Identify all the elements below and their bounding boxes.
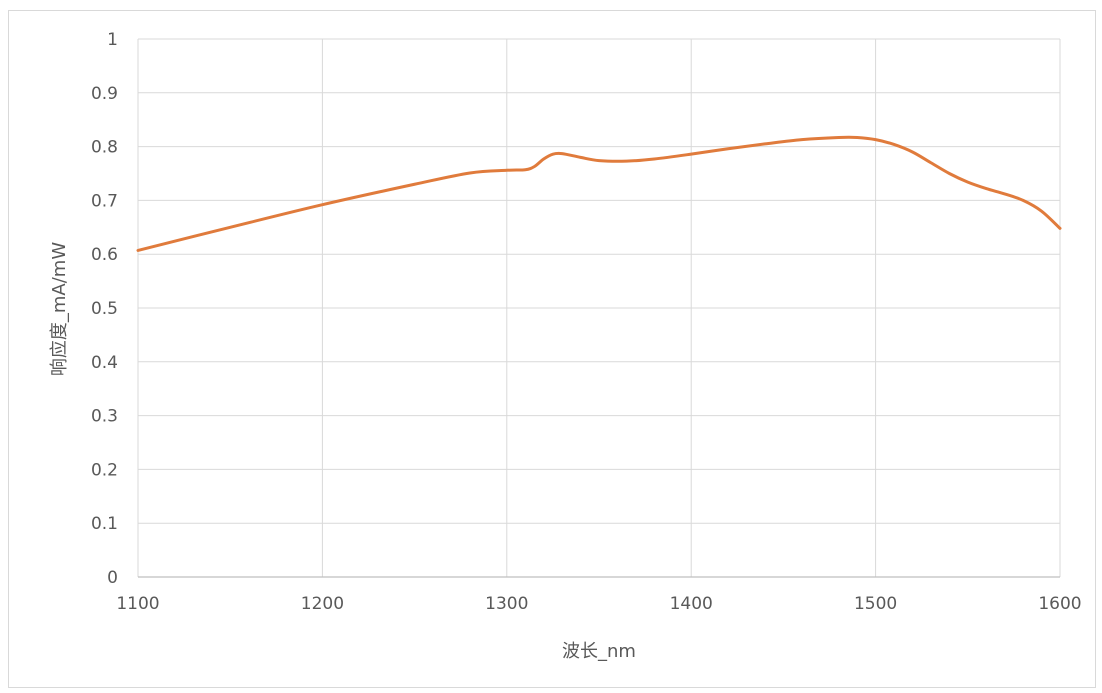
y-tick-label: 0: [107, 568, 118, 588]
x-tick-label: 1500: [854, 594, 897, 614]
y-tick-label: 1: [107, 30, 118, 50]
y-tick-label: 0.2: [91, 460, 118, 480]
y-axis-title: 响应度_mA/mW: [49, 242, 70, 376]
series-line: [136, 135, 1062, 252]
y-tick-label: 0.8: [91, 138, 118, 158]
x-tick-label: 1300: [485, 594, 528, 614]
y-tick-label: 0.9: [91, 84, 118, 104]
line-chart: 0 0.1 0.2 0.3 0.4 0.5 0.6 0.7 0.8 0.9 1 1100 1200 130…: [49, 30, 1082, 662]
axes: 0 0.1 0.2 0.3 0.4 0.5 0.6 0.7 0.8 0.9 1 1100 1200 130…: [91, 30, 1082, 614]
x-tick-label: 1100: [116, 594, 159, 614]
chart-frame: 0 0.1 0.2 0.3 0.4 0.5 0.6 0.7 0.8 0.9 1 1100 1200 130…: [8, 10, 1096, 688]
y-tick-label: 0.5: [91, 299, 118, 319]
y-tick-label: 0.6: [91, 245, 118, 265]
y-tick-label: 0.7: [91, 191, 118, 211]
gridlines: [137, 38, 1061, 578]
y-tick-label: 0.1: [91, 514, 118, 534]
x-tick-label: 1600: [1038, 594, 1081, 614]
series-layer: [136, 135, 1062, 252]
x-axis-title: 波长_nm: [562, 641, 636, 662]
x-tick-label: 1400: [670, 594, 713, 614]
x-tick-label: 1200: [301, 594, 344, 614]
y-tick-label: 0.4: [91, 353, 118, 373]
y-tick-label: 0.3: [91, 407, 118, 427]
